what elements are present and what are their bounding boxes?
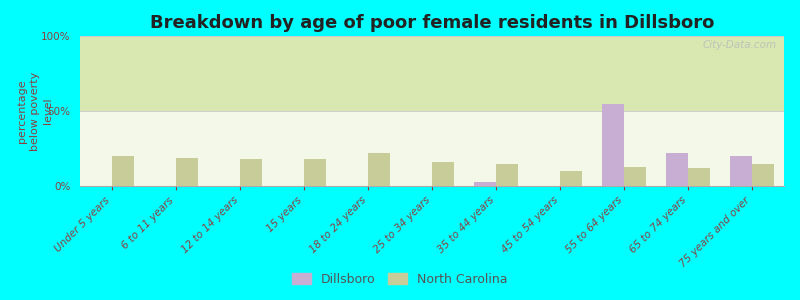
Bar xyxy=(432,162,454,186)
Bar xyxy=(112,156,134,186)
Bar xyxy=(666,153,688,186)
Bar xyxy=(304,159,326,186)
Bar xyxy=(624,167,646,186)
Bar xyxy=(474,182,496,186)
Bar xyxy=(240,159,262,186)
Title: Breakdown by age of poor female residents in Dillsboro: Breakdown by age of poor female resident… xyxy=(150,14,714,32)
Bar xyxy=(752,164,774,186)
Bar xyxy=(602,103,624,186)
Y-axis label: percentage
below poverty
level: percentage below poverty level xyxy=(17,71,54,151)
Bar xyxy=(688,168,710,186)
Text: City-Data.com: City-Data.com xyxy=(703,40,777,50)
Bar xyxy=(176,158,198,186)
Bar xyxy=(730,156,752,186)
Legend: Dillsboro, North Carolina: Dillsboro, North Carolina xyxy=(287,268,513,291)
Bar xyxy=(368,153,390,186)
Bar xyxy=(496,164,518,186)
Bar xyxy=(560,171,582,186)
